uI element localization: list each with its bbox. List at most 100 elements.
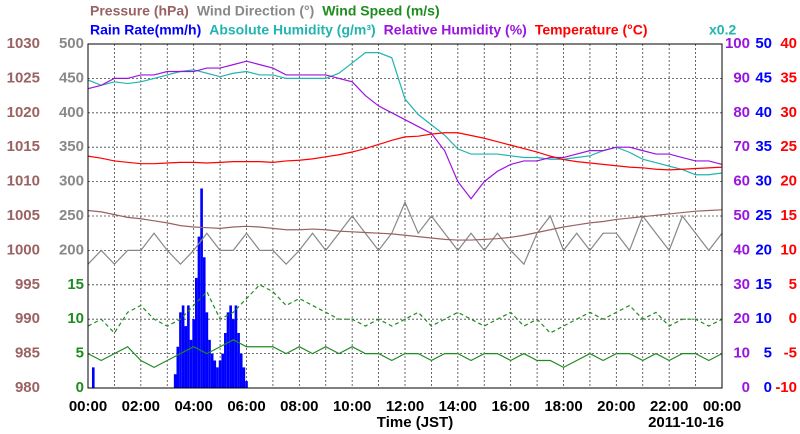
series-line [87, 200, 723, 266]
y-tick-label: 1015 [7, 138, 40, 155]
y-tick-label: 20 [755, 241, 772, 258]
y-tick-label: 5 [764, 345, 772, 362]
rain-bar [173, 374, 177, 388]
date-label: 2011-10-16 [648, 414, 724, 431]
y-tick-label: 80 [733, 104, 750, 121]
legend-entry: Relative Humidity (%) [384, 22, 527, 38]
x-tick-label: 00:00 [703, 398, 741, 415]
y-tick-label: 15 [755, 276, 772, 293]
y-tick-label: 500 [59, 35, 84, 52]
rain-bar [197, 236, 201, 388]
rain-bar [181, 305, 185, 388]
legend-entry: Wind Speed (m/s) [322, 3, 439, 19]
series-line [87, 132, 723, 171]
x-tick-label: 02:00 [122, 398, 160, 415]
y-tick-label: 200 [59, 241, 84, 258]
rain-bar [231, 319, 235, 388]
y-tick-label: 50 [733, 207, 750, 224]
y-tick-label: 1005 [7, 207, 40, 224]
y-tick-label: 30 [780, 104, 797, 121]
rain-bar [237, 332, 240, 388]
y-tick-label: 10 [755, 310, 772, 327]
y-tick-label: 5 [76, 345, 84, 362]
y-tick-label: 40 [733, 241, 750, 258]
rain-bar [234, 305, 238, 388]
rain-bar [245, 381, 248, 388]
y-tick-label: 5 [789, 276, 797, 293]
legend-entry: Rain Rate(mm/h) [90, 22, 201, 38]
rain-bar [205, 312, 209, 388]
y-tick-label: 30 [755, 173, 772, 190]
x-tick-label: 20:00 [597, 398, 635, 415]
series-line [87, 60, 723, 200]
rain-bar [210, 353, 214, 388]
plot-frame [87, 43, 723, 389]
y-tick-label: 70 [733, 138, 750, 155]
x-tick-label: 00:00 [69, 398, 107, 415]
rain-bar [226, 312, 230, 388]
rain-bar [221, 353, 225, 388]
y-tick-label: 1000 [7, 241, 40, 258]
y-tick-label: 995 [15, 276, 40, 293]
legend-entry: Temperature (°C) [535, 22, 648, 38]
rain-bar [229, 305, 232, 388]
y-tick-label: 50 [755, 35, 772, 52]
y-tick-label: 0 [742, 379, 750, 396]
rain-bar [202, 257, 206, 388]
y-tick-label: 400 [59, 104, 84, 121]
y-tick-label: 985 [15, 345, 40, 362]
y-tick-label: -5 [784, 345, 797, 362]
x-tick-label: 08:00 [280, 398, 318, 415]
y-tick-label: 100 [725, 35, 750, 52]
y-tick-label: 10 [733, 345, 750, 362]
rain-bar [189, 339, 193, 388]
annotation: x0.2 [709, 22, 736, 38]
rain-bar [200, 188, 203, 388]
rain-bar [216, 367, 219, 388]
rain-bar [91, 367, 95, 388]
y-tick-label: 15 [67, 276, 84, 293]
rain-bar [213, 360, 217, 388]
y-tick-label: 0 [789, 310, 797, 327]
series-line [87, 209, 723, 241]
rain-bar [224, 332, 227, 388]
rain-bar [184, 326, 188, 388]
rain-bar [194, 277, 198, 388]
y-tick-label: 10 [780, 241, 797, 258]
y-tick-label: 40 [755, 104, 772, 121]
legend-entry: Absolute Humidity (g/m³) [209, 22, 375, 38]
rain-bar [218, 360, 222, 388]
series-line [87, 339, 723, 369]
y-tick-label: 35 [755, 138, 772, 155]
y-tick-label: 1020 [7, 104, 40, 121]
x-tick-label: 10:00 [333, 398, 371, 415]
y-tick-label: 45 [755, 69, 772, 86]
y-tick-label: 15 [780, 207, 797, 224]
y-tick-label: 35 [780, 69, 797, 86]
rain-bar [208, 339, 211, 388]
rain-bar [179, 312, 182, 388]
y-tick-label: -10 [775, 379, 797, 396]
x-tick-label: 16:00 [491, 398, 529, 415]
y-tick-label: 20 [780, 173, 797, 190]
y-tick-label: 25 [755, 207, 772, 224]
y-tick-label: 60 [733, 173, 750, 190]
x-tick-label: 18:00 [544, 398, 582, 415]
y-tick-label: 90 [733, 69, 750, 86]
legend-entry: Pressure (hPa) [90, 3, 189, 19]
legend-entry: Wind Direction (°) [197, 3, 314, 19]
x-tick-label: 06:00 [227, 398, 265, 415]
x-axis-title: Time (JST) [377, 414, 453, 431]
y-tick-label: 40 [780, 35, 797, 52]
y-tick-label: 1030 [7, 35, 40, 52]
rain-bar [187, 305, 190, 388]
x-tick-label: 12:00 [386, 398, 424, 415]
y-tick-label: 0 [764, 379, 772, 396]
series-line [87, 284, 723, 334]
y-tick-label: 980 [15, 379, 40, 396]
x-tick-label: 22:00 [650, 398, 688, 415]
y-tick-label: 250 [59, 207, 84, 224]
rain-bar [239, 353, 243, 388]
